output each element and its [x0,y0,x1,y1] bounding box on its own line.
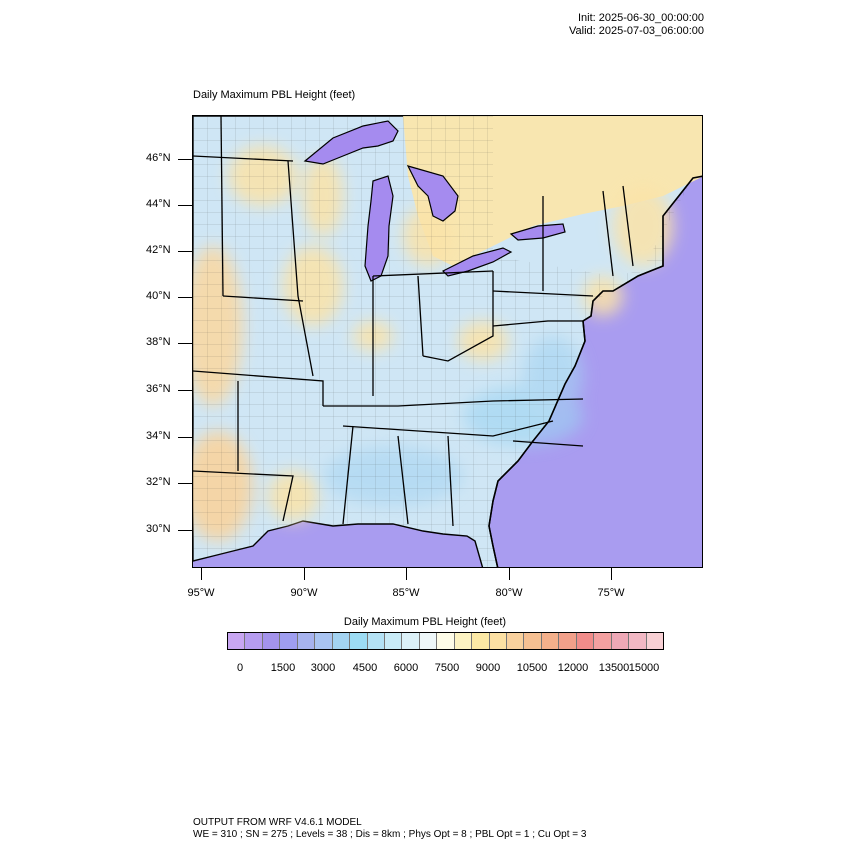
colorbar-swatch [524,633,542,649]
lat-label: 40°N [146,290,171,302]
lon-label: 85°W [392,587,420,599]
lon-tick [304,568,305,580]
colorbar-swatch [297,633,316,649]
model-version: OUTPUT FROM WRF V4.6.1 MODEL [193,817,362,828]
colorbar-tick-label: 1500 [270,662,296,674]
colorbar-swatch [559,633,577,649]
colorbar-swatch [611,633,630,649]
colorbar-swatch [629,633,647,649]
lake-ontario [509,223,566,241]
model-config: WE = 310 ; SN = 275 ; Levels = 38 ; Dis … [193,829,587,840]
atlantic-coastline [488,175,702,567]
colorbar-tick-label: 9000 [475,662,501,674]
colorbar-swatch [332,633,351,649]
colorbar-swatch [245,633,263,649]
colorbar-tick-label: 6000 [393,662,419,674]
lake-superior [303,120,399,165]
colorbar-tick-label: 13500 [598,662,630,674]
run-info: Init: 2025-06-30_00:00:00 Valid: 2025-07… [569,12,704,38]
lat-label: 32°N [146,476,171,488]
lat-tick [178,343,192,344]
lat-tick [178,483,192,484]
lake-huron [406,165,459,222]
lake-erie [441,247,513,277]
colorbar-swatch [384,633,403,649]
lat-tick [178,390,192,391]
lon-label: 75°W [597,587,625,599]
plot-title: Daily Maximum PBL Height (feet) [193,89,356,101]
colorbar-swatch [419,633,438,649]
colorbar-swatch [315,633,333,649]
map-panel [192,115,703,568]
lat-label: 44°N [146,198,171,210]
lon-label: 95°W [187,587,215,599]
colorbar-swatch [472,633,490,649]
colorbar-swatch [350,633,368,649]
lat-tick [178,159,192,160]
colorbar-tick-label: 7500 [434,662,460,674]
colorbar-swatch [646,633,663,649]
lat-label: 34°N [146,430,171,442]
colorbar-tick-label: 15000 [628,662,660,674]
lon-tick [406,568,407,580]
colorbar-swatch [280,633,298,649]
lat-label: 30°N [146,523,171,535]
lon-label: 80°W [495,587,523,599]
lat-label: 36°N [146,383,171,395]
init-time: Init: 2025-06-30_00:00:00 [578,12,704,24]
colorbar-tick-label: 10500 [516,662,548,674]
lon-tick [201,568,202,580]
colorbar-swatch [507,633,525,649]
lat-label: 42°N [146,244,171,256]
lon-tick [611,568,612,580]
colorbar-swatch [262,633,281,649]
lat-tick [178,205,192,206]
colorbar-swatch [402,633,420,649]
colorbar-swatch [489,633,507,649]
colorbar-swatch [454,633,473,649]
map-canvas [193,116,702,567]
colorbar-swatch [437,633,455,649]
colorbar-tick-label: 3000 [310,662,336,674]
colorbar [227,632,664,650]
colorbar-swatch [594,633,612,649]
colorbar-tick-label: 0 [236,662,244,674]
colorbar-title: Daily Maximum PBL Height (feet) [343,616,507,628]
county-lines [193,116,693,567]
colorbar-swatch [228,633,246,649]
lat-label: 46°N [146,152,171,164]
lat-tick [178,251,192,252]
model-footer: OUTPUT FROM WRF V4.6.1 MODEL WE = 310 ; … [193,817,586,841]
colorbar-swatch [576,633,595,649]
colorbar-swatch [541,633,560,649]
state-boundaries [193,116,634,527]
colorbar-tick-label: 12000 [557,662,589,674]
lat-tick [178,530,192,531]
lat-tick [178,297,192,298]
lat-tick [178,437,192,438]
colorbar-tick-label: 4500 [352,662,378,674]
lon-label: 90°W [290,587,318,599]
valid-time: Valid: 2025-07-03_06:00:00 [569,25,704,37]
lon-tick [509,568,510,580]
colorbar-swatch [367,633,385,649]
lat-label: 38°N [146,336,171,348]
